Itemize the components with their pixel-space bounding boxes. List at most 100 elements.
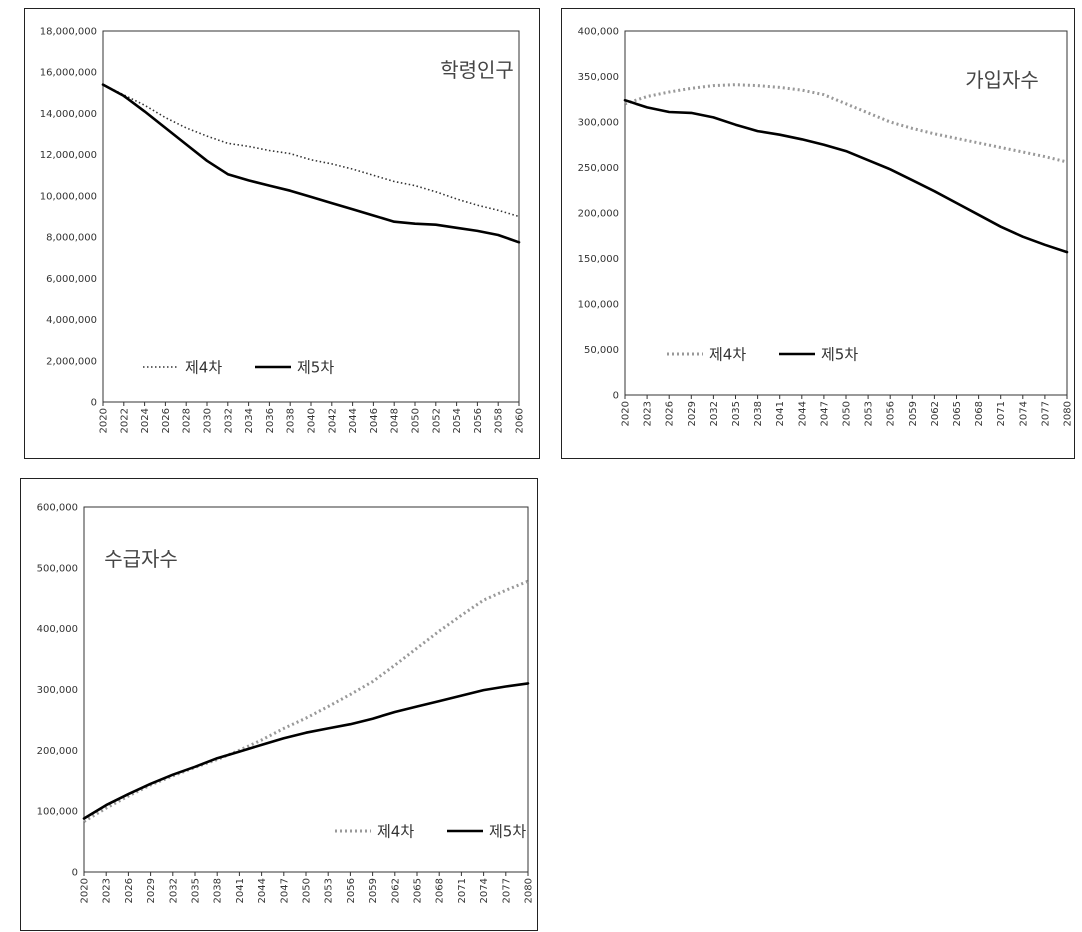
x-tick-label: 2050 [302, 878, 313, 903]
y-tick-label: 4,000,000 [46, 315, 97, 326]
y-tick-label: 16,000,000 [40, 68, 97, 79]
x-tick-label: 2026 [161, 408, 172, 433]
y-tick-label: 600,000 [37, 503, 78, 514]
y-tick-label: 10,000,000 [40, 191, 97, 202]
y-tick-label: 2,000,000 [46, 356, 97, 367]
legend-label-5th: 제5차 [821, 346, 858, 364]
x-tick-label: 2059 [368, 878, 379, 903]
x-tick-label: 2041 [775, 401, 786, 426]
x-tick-label: 2035 [731, 401, 742, 426]
y-tick-label: 350,000 [578, 72, 619, 83]
y-tick-label: 150,000 [578, 254, 619, 265]
plot-area-frame [102, 30, 520, 403]
y-tick-label: 50,000 [584, 345, 619, 356]
x-tick-label: 2050 [411, 408, 422, 433]
x-tick-label: 2023 [102, 878, 113, 903]
x-tick-label: 2080 [524, 878, 535, 903]
x-tick-label: 2062 [390, 878, 401, 903]
x-tick-label: 2032 [223, 408, 234, 433]
x-tick-label: 2032 [168, 878, 179, 903]
x-tick-label: 2056 [886, 401, 897, 426]
y-tick-label: 400,000 [37, 624, 78, 635]
x-tick-label: 2042 [327, 408, 338, 433]
y-tick-label: 250,000 [578, 163, 619, 174]
x-tick-label: 2074 [1018, 401, 1029, 426]
school-age-population-chart: 0 2,000,000 4,000,000 6,000,000 8,000,000 10,… [40, 27, 526, 434]
x-tick-label: 2053 [864, 401, 875, 426]
legend-label-4th: 제4차 [709, 346, 746, 364]
x-tick-label: 2044 [797, 401, 808, 426]
x-tick-label: 2041 [235, 878, 246, 903]
chart-panel-school-age-population: 0 2,000,000 4,000,000 6,000,000 8,000,000 10,… [24, 8, 540, 459]
chart-title: 가입자수 [965, 68, 1039, 92]
y-tick-label: 200,000 [578, 209, 619, 220]
series-line-5th [623, 98, 1069, 254]
y-tick-label: 200,000 [37, 746, 78, 757]
x-tick-label: 2032 [709, 401, 720, 426]
x-tick-label: 2047 [279, 878, 290, 903]
x-tick-label: 2065 [952, 401, 963, 426]
x-tick-label: 2050 [842, 401, 853, 426]
y-tick-label: 300,000 [37, 685, 78, 696]
x-tick-label: 2077 [501, 878, 512, 903]
x-tick-label: 2046 [369, 408, 380, 433]
chart-title: 학령인구 [440, 58, 514, 82]
x-tick-label: 2077 [1040, 401, 1051, 426]
x-tick-label: 2026 [124, 878, 135, 903]
x-tick-label: 2029 [146, 878, 157, 903]
y-tick-label: 0 [91, 398, 97, 409]
y-tick-label: 6,000,000 [46, 274, 97, 285]
series-line-4th [83, 579, 529, 823]
y-tick-label: 100,000 [578, 300, 619, 311]
series-line-4th [624, 83, 1068, 164]
y-tick-label: 8,000,000 [46, 233, 97, 244]
series-line-5th [101, 83, 521, 244]
legend-label-5th: 제5차 [297, 359, 334, 377]
x-tick-label: 2038 [753, 401, 764, 426]
legend-label-5th: 제5차 [489, 823, 526, 841]
x-tick-label: 2038 [213, 878, 224, 903]
y-tick-label: 14,000,000 [40, 109, 97, 120]
x-tick-label: 2052 [431, 408, 442, 433]
x-tick-label: 2074 [479, 878, 490, 903]
legend-label-4th: 제4차 [185, 359, 222, 377]
x-tick-label: 2071 [457, 878, 468, 903]
x-tick-label: 2022 [119, 408, 130, 433]
x-tick-label: 2080 [1063, 401, 1074, 426]
y-tick-label: 0 [613, 391, 619, 402]
x-tick-label: 2035 [191, 878, 202, 903]
x-tick-label: 2068 [435, 878, 446, 903]
chart-title: 수급자수 [104, 547, 178, 571]
subscribers-chart: 0 50,000 100,000 150,000 200,000 250,000 300,0… [578, 27, 1074, 427]
y-tick-label: 18,000,000 [40, 27, 97, 38]
x-tick-label: 2023 [643, 401, 654, 426]
x-tick-label: 2053 [324, 878, 335, 903]
y-tick-label: 100,000 [37, 807, 78, 818]
legend-label-4th: 제4차 [377, 823, 414, 841]
x-tick-label: 2056 [346, 878, 357, 903]
x-tick-label: 2044 [348, 408, 359, 433]
x-tick-label: 2047 [819, 401, 830, 426]
x-tick-label: 2020 [621, 401, 632, 426]
x-tick-label: 2040 [307, 408, 318, 433]
x-tick-label: 2056 [473, 408, 484, 433]
x-tick-label: 2034 [244, 408, 255, 433]
x-tick-label: 2059 [908, 401, 919, 426]
y-tick-label: 12,000,000 [40, 150, 97, 161]
x-tick-label: 2054 [452, 408, 463, 433]
y-tick-label: 400,000 [578, 27, 619, 38]
chart-panel-subscribers: 0 50,000 100,000 150,000 200,000 250,000 300,0… [561, 8, 1075, 459]
x-tick-label: 2058 [494, 408, 505, 433]
y-tick-label: 500,000 [37, 563, 78, 574]
x-tick-label: 2020 [80, 878, 91, 903]
x-tick-label: 2060 [515, 408, 526, 433]
x-tick-label: 2030 [203, 408, 214, 433]
x-tick-label: 2044 [257, 878, 268, 903]
y-tick-label: 300,000 [578, 118, 619, 129]
x-tick-label: 2071 [996, 401, 1007, 426]
x-tick-label: 2038 [286, 408, 297, 433]
x-tick-label: 2036 [265, 408, 276, 433]
beneficiaries-chart: 0 100,000 200,000 300,000 400,000 500,000 600,… [37, 503, 535, 904]
x-tick-label: 2028 [182, 408, 193, 433]
x-tick-label: 2026 [665, 401, 676, 426]
